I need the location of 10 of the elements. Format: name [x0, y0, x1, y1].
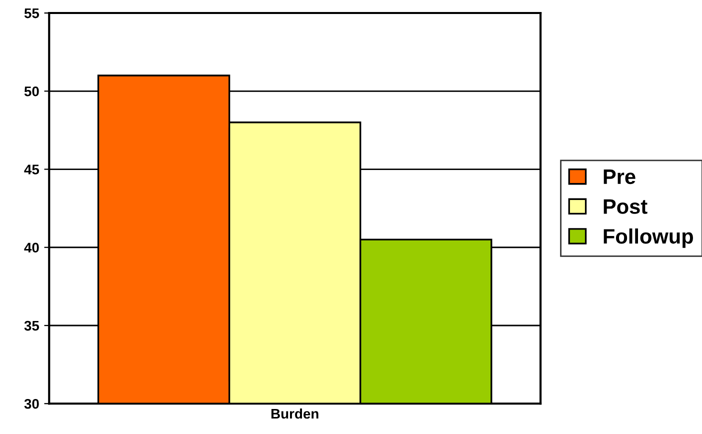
x-tick-label: Burden [271, 408, 318, 419]
legend-label: Pre [604, 170, 636, 184]
y-tick-label: 35 [24, 320, 40, 331]
legend-label: Followup [604, 228, 694, 248]
y-tick-label: 50 [24, 86, 39, 96]
y-tick-label: 55 [24, 8, 40, 18]
y-tick-label: 45 [24, 164, 40, 174]
y-tick-label: 30 [24, 398, 39, 409]
y-tick-label: 40 [24, 242, 39, 253]
legend-label: Post [604, 199, 648, 214]
